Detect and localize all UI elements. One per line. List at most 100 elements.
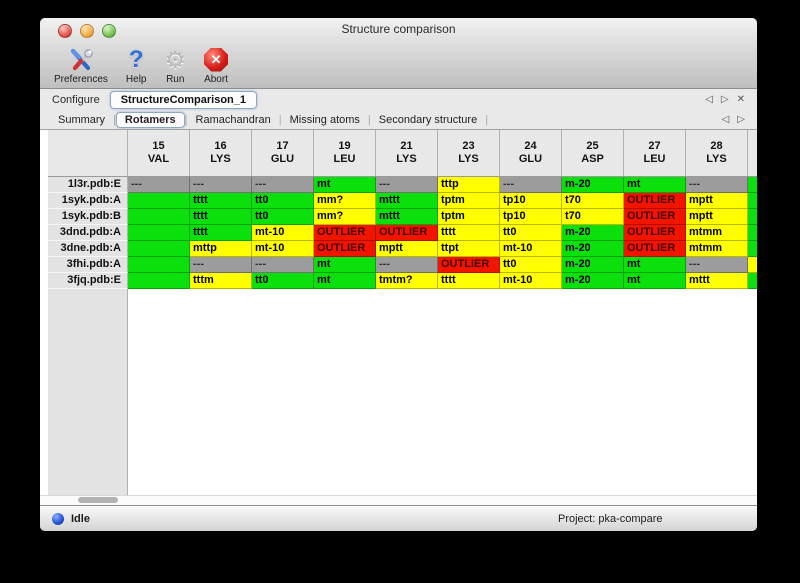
rotamer-cell-overflow[interactable] — [748, 177, 757, 193]
rotamer-cell[interactable]: t70 — [562, 193, 624, 209]
tab-rotamers[interactable]: Rotamers — [115, 112, 185, 128]
rotamer-cell-overflow[interactable] — [748, 241, 757, 257]
rotamer-cell[interactable]: mm? — [314, 193, 376, 209]
rotamer-cell[interactable]: mt-10 — [500, 273, 562, 289]
rotamer-cell[interactable]: t — [128, 209, 190, 225]
rotamer-cell-overflow[interactable] — [748, 209, 757, 225]
row-label[interactable]: 3dnd.pdb:A — [48, 225, 128, 241]
rotamer-cell[interactable]: mt — [314, 177, 376, 193]
rotamer-cell[interactable]: OUTLIER — [376, 225, 438, 241]
rotamer-cell[interactable]: t — [128, 193, 190, 209]
prev-comparison-icon[interactable]: ◁ — [705, 94, 713, 105]
minimize-window-button[interactable] — [80, 24, 94, 38]
rotamer-cell[interactable]: ttpt — [438, 241, 500, 257]
rotamer-cell[interactable]: m-20 — [562, 225, 624, 241]
row-label[interactable]: 1syk.pdb:B — [48, 209, 128, 225]
tab-ramachandran[interactable]: Ramachandran — [195, 114, 271, 126]
rotamer-cell[interactable]: mt-10 — [252, 225, 314, 241]
rotamer-cell[interactable]: mptt — [686, 209, 748, 225]
tab-missing-atoms[interactable]: Missing atoms — [289, 114, 360, 126]
rotamer-cell[interactable]: tp10 — [500, 209, 562, 225]
next-comparison-icon[interactable]: ▷ — [720, 94, 729, 105]
title-bar[interactable]: Structure comparison — [40, 18, 757, 40]
rotamer-cell[interactable]: tttt — [190, 225, 252, 241]
row-label[interactable]: 1l3r.pdb:E — [48, 177, 128, 193]
rotamer-cell[interactable]: tttt — [438, 225, 500, 241]
close-window-button[interactable] — [58, 24, 72, 38]
rotamer-cell[interactable]: mt — [314, 273, 376, 289]
preferences-button[interactable]: Preferences — [54, 46, 108, 85]
rotamer-cell[interactable]: tttm — [190, 273, 252, 289]
rotamer-cell[interactable]: mttt — [376, 193, 438, 209]
rotamer-cell[interactable]: tt0 — [500, 225, 562, 241]
rotamer-cell[interactable]: mt — [624, 177, 686, 193]
rotamer-cell[interactable]: tptm — [438, 193, 500, 209]
rotamer-cell[interactable]: mttp — [190, 241, 252, 257]
scrollbar-thumb[interactable] — [78, 497, 118, 503]
rotamer-cell[interactable]: OUTLIER — [624, 225, 686, 241]
help-button[interactable]: ? Help — [126, 46, 147, 85]
rotamer-cell[interactable]: OUTLIER — [438, 257, 500, 273]
tab-secondary-structure[interactable]: Secondary structure — [378, 114, 478, 126]
rotamer-cell[interactable]: tp10 — [500, 193, 562, 209]
rotamer-cell[interactable]: --- — [128, 177, 190, 193]
rotamer-cell[interactable]: tttt — [190, 209, 252, 225]
rotamer-cell[interactable]: mt-10 — [252, 241, 314, 257]
rotamer-cell[interactable]: OUTLIER — [624, 241, 686, 257]
rotamer-cell[interactable]: --- — [190, 257, 252, 273]
rotamer-cell-overflow[interactable] — [748, 193, 757, 209]
rotamer-cell[interactable]: tt0 — [500, 257, 562, 273]
rotamer-cell[interactable]: --- — [376, 257, 438, 273]
tabs-scroll-left-icon[interactable]: ◁ — [721, 114, 730, 125]
rotamer-cell[interactable]: --- — [252, 177, 314, 193]
rotamer-cell[interactable]: tt0 — [252, 273, 314, 289]
rotamer-cell-overflow[interactable] — [748, 225, 757, 241]
rotamer-cell[interactable]: t70 — [562, 209, 624, 225]
rotamer-cell[interactable]: m-20 — [562, 241, 624, 257]
rotamer-cell[interactable]: mptt — [686, 193, 748, 209]
rotamer-cell[interactable]: t — [128, 273, 190, 289]
rotamer-cell[interactable]: mttt — [376, 209, 438, 225]
rotamer-cell[interactable]: mm? — [314, 209, 376, 225]
close-comparison-icon[interactable]: ✕ — [736, 94, 745, 105]
tabs-scroll-right-icon[interactable]: ▷ — [737, 114, 745, 125]
rotamer-cell[interactable]: mt — [624, 273, 686, 289]
row-label[interactable]: 1syk.pdb:A — [48, 193, 128, 209]
rotamer-cell[interactable]: mttt — [686, 273, 748, 289]
tab-summary[interactable]: Summary — [58, 114, 106, 126]
rotamer-cell[interactable]: tt0 — [252, 209, 314, 225]
row-label[interactable]: 3fhi.pdb:A — [48, 257, 128, 273]
rotamer-cell[interactable]: mt — [314, 257, 376, 273]
rotamer-cell[interactable]: --- — [190, 177, 252, 193]
rotamer-cell[interactable]: OUTLIER — [314, 241, 376, 257]
rotamer-cell[interactable]: t — [128, 241, 190, 257]
rotamer-cell[interactable]: tt0 — [252, 193, 314, 209]
rotamer-cell[interactable]: tttt — [438, 273, 500, 289]
rotamer-cell[interactable]: tttp — [438, 177, 500, 193]
rotamer-cell[interactable]: tptm — [438, 209, 500, 225]
rotamer-cell[interactable]: --- — [686, 177, 748, 193]
rotamer-cell[interactable]: tttt — [190, 193, 252, 209]
rotamer-cell[interactable]: OUTLIER — [624, 193, 686, 209]
rotamer-cell[interactable]: --- — [252, 257, 314, 273]
rotamer-cell[interactable]: mtmm — [686, 225, 748, 241]
rotamer-cell[interactable]: --- — [500, 177, 562, 193]
rotamer-cell-overflow[interactable] — [748, 273, 757, 289]
row-label[interactable]: 3dne.pdb:A — [48, 241, 128, 257]
rotamer-cell[interactable]: t — [128, 225, 190, 241]
rotamer-cell[interactable]: --- — [686, 257, 748, 273]
abort-button[interactable]: ✕ Abort — [204, 46, 229, 85]
rotamer-cell-overflow[interactable] — [748, 257, 757, 273]
rotamer-cell[interactable]: OUTLIER — [314, 225, 376, 241]
row-label[interactable]: 3fjq.pdb:E — [48, 273, 128, 289]
rotamer-cell[interactable]: tmtm? — [376, 273, 438, 289]
comparison-name-field[interactable]: StructureComparison_1 — [109, 91, 258, 109]
rotamer-cell[interactable]: t — [128, 257, 190, 273]
rotamer-cell[interactable]: --- — [376, 177, 438, 193]
rotamer-cell[interactable]: mt-10 — [500, 241, 562, 257]
rotamer-cell[interactable]: mptt — [376, 241, 438, 257]
rotamer-cell[interactable]: mtmm — [686, 241, 748, 257]
zoom-window-button[interactable] — [102, 24, 116, 38]
rotamer-cell[interactable]: m-20 — [562, 257, 624, 273]
rotamer-cell[interactable]: m-20 — [562, 177, 624, 193]
